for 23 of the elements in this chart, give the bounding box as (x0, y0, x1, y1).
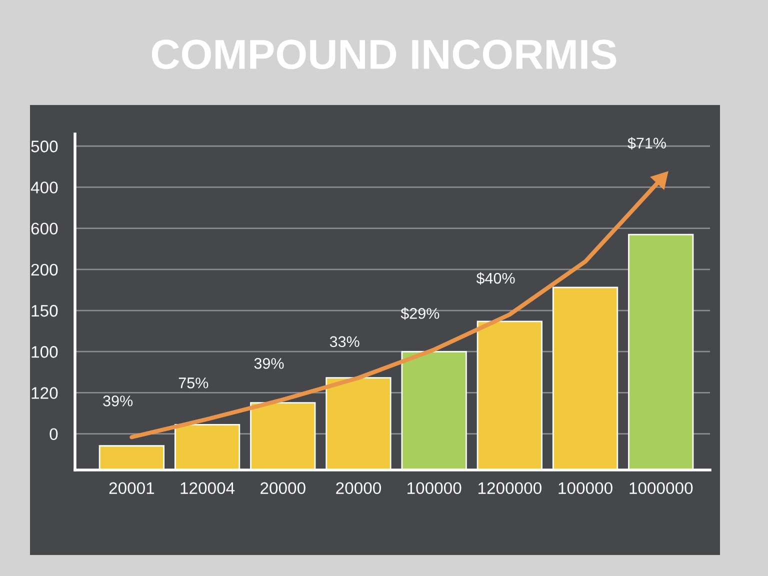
x-tick-label: 120004 (180, 482, 235, 494)
x-tick-label: 20001 (109, 482, 154, 494)
text: 0 (50, 428, 58, 440)
text: 100 (32, 346, 58, 358)
annotation: $40% (476, 272, 515, 285)
x-tick-label: 100000 (408, 482, 462, 494)
annotation: 33% (330, 336, 360, 348)
text: 200 (31, 264, 58, 276)
text: 120 (32, 387, 58, 399)
x-tick-label: 1200000 (478, 482, 542, 494)
annotation: 39% (254, 358, 284, 369)
annotation: 75% (178, 378, 208, 388)
text: $71% (628, 137, 666, 150)
text: 150 (32, 304, 58, 317)
text: 500 (31, 140, 58, 152)
x-tick-label: 20000 (260, 482, 306, 494)
x-tick-label: 1000000 (630, 482, 693, 494)
annotation: $29% (400, 307, 440, 320)
x-tick-label: 100000 (558, 482, 612, 494)
text: 400 (30, 182, 58, 194)
text: 600 (31, 222, 58, 235)
x-tick-label: 20000 (336, 482, 382, 494)
annotation: 39% (103, 396, 133, 406)
